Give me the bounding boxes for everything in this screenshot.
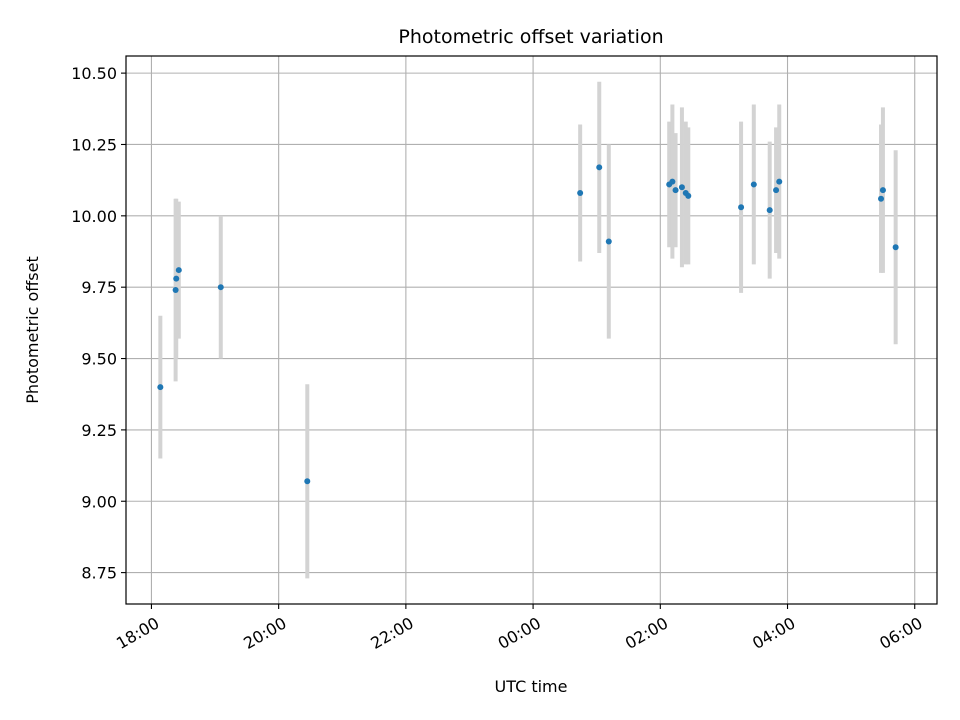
plot-area-frame	[125, 55, 938, 605]
x-tick-label: 22:00	[367, 613, 416, 653]
x-tick-label: 02:00	[622, 613, 671, 653]
error-bars	[158, 81, 898, 579]
x-tick-label: 00:00	[495, 613, 544, 653]
chart-title: Photometric offset variation	[398, 26, 663, 48]
grid-lines	[126, 56, 937, 604]
y-tick-label: 10.00	[71, 207, 117, 226]
data-point	[217, 284, 224, 291]
data-point	[672, 187, 679, 194]
data-point	[157, 384, 164, 391]
data-point	[750, 181, 757, 188]
data-point	[172, 287, 179, 294]
data-point	[776, 178, 783, 185]
data-point	[605, 238, 612, 245]
y-tick-label: 9.00	[81, 492, 117, 511]
x-tick-label: 04:00	[749, 613, 798, 653]
y-tick-label: 10.25	[71, 135, 117, 154]
y-axis-ticks: 8.75 9.00 9.25 9.50 9.75 10.00 10.25 10.50	[71, 64, 126, 583]
y-tick-label: 10.50	[71, 64, 117, 83]
data-point	[175, 267, 182, 274]
data-point	[173, 275, 180, 282]
data-point	[773, 187, 780, 194]
y-tick-label: 9.75	[81, 278, 117, 297]
x-tick-label: 20:00	[240, 613, 289, 653]
data-point	[304, 478, 311, 485]
x-axis-ticks: 18:00 20:00 22:00 00:00 02:00 04:00 06:00	[113, 604, 926, 653]
data-point	[669, 178, 676, 185]
data-points	[157, 164, 899, 485]
data-point	[678, 184, 685, 191]
x-tick-label: 18:00	[113, 613, 162, 653]
y-tick-label: 9.50	[81, 350, 117, 369]
data-point	[766, 207, 773, 214]
data-point	[879, 187, 886, 194]
y-axis-title: Photometric offset	[23, 256, 42, 404]
y-tick-label: 8.75	[81, 564, 117, 583]
data-point	[685, 192, 692, 199]
data-point	[892, 244, 899, 251]
data-point	[596, 164, 603, 171]
data-point	[878, 195, 885, 202]
x-axis-title: UTC time	[495, 677, 568, 696]
data-point	[738, 204, 745, 211]
data-point	[577, 190, 584, 196]
y-tick-label: 9.25	[81, 421, 117, 440]
x-tick-label: 06:00	[876, 613, 925, 653]
